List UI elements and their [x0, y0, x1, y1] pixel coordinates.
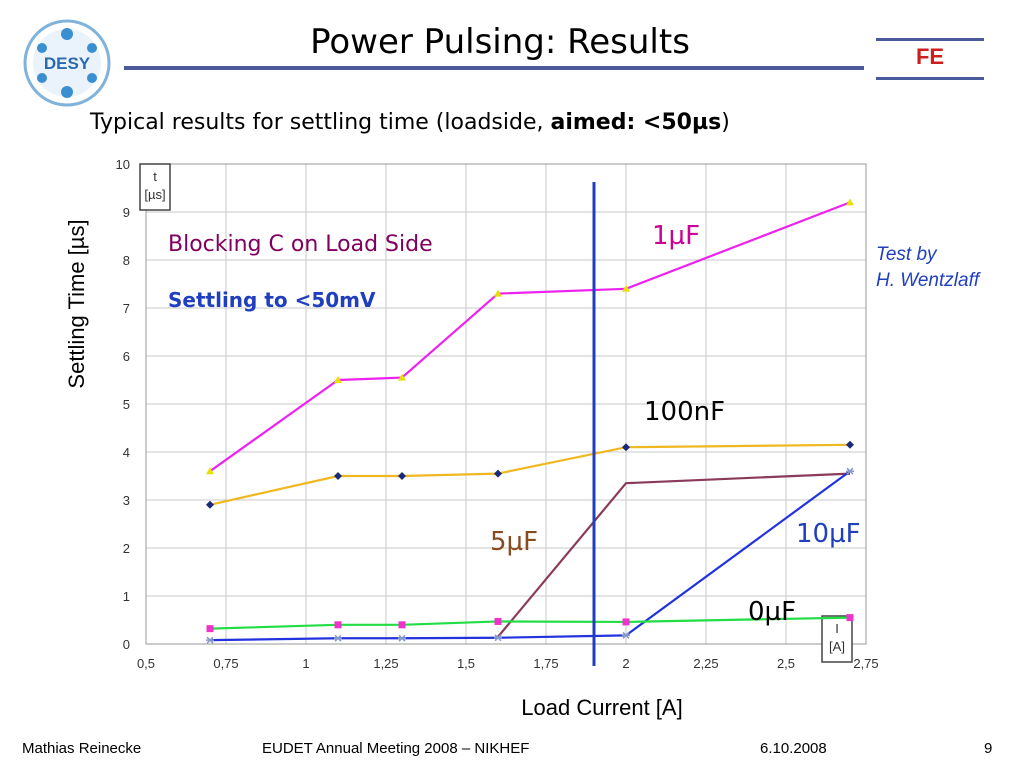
test-by-line1: Test by — [876, 244, 937, 265]
y-tick-label-2: 2 — [123, 541, 130, 556]
y-axis-title: Settling Time [µs] — [64, 219, 89, 388]
blocking-note: Blocking C on Load Side — [168, 232, 433, 257]
footer-page-number: 9 — [984, 740, 993, 757]
data-point-0-3 — [494, 289, 502, 297]
subtitle-prefix: Typical results for settling time (loads… — [90, 110, 551, 135]
series-line-0 — [209, 201, 851, 473]
series-line-3 — [209, 470, 851, 642]
x-tick-label-6: 2 — [622, 656, 629, 671]
data-point-3-2 — [398, 634, 406, 642]
y-tick-label-1: 1 — [123, 589, 130, 604]
subtitle-aim: aimed: <50µs — [550, 110, 722, 135]
y-tick-label-4: 4 — [123, 445, 130, 460]
data-point-4-1 — [334, 621, 342, 629]
header-rules — [124, 38, 984, 80]
y-tick-label-3: 3 — [123, 493, 130, 508]
x-tick-label-3: 1,25 — [373, 656, 398, 671]
y-unit-box: t [µs] — [139, 163, 171, 211]
data-point-1-2 — [398, 472, 406, 480]
x-tick-label-1: 0,75 — [213, 656, 238, 671]
series-label-1: 100nF — [644, 397, 725, 427]
x-unit-box-frame — [821, 615, 853, 663]
data-point-4-5 — [846, 614, 854, 622]
series-line-1 — [209, 443, 851, 506]
y-unit-box-frame — [139, 163, 171, 211]
data-point-4-2 — [398, 621, 406, 629]
y-unit-box-line-1: [µs] — [144, 187, 165, 202]
data-point-4-4 — [622, 618, 630, 626]
data-point-0-0 — [206, 467, 214, 475]
data-point-0-4 — [622, 284, 630, 292]
series-label-3: 10µF — [796, 519, 861, 549]
series-label-2: 5µF — [490, 527, 538, 557]
logo-text: DESY — [44, 54, 91, 73]
x-tick-label-8: 2,5 — [777, 656, 795, 671]
x-unit-box-line-1: [A] — [829, 639, 845, 654]
data-point-3-4 — [622, 631, 630, 639]
fe-badge: FE — [915, 44, 945, 69]
series-line-2 — [497, 472, 851, 638]
y-unit-box-line-0: t — [153, 169, 157, 184]
slide-subtitle: Typical results for settling time (loads… — [90, 110, 730, 135]
x-tick-label-2: 1 — [302, 656, 309, 671]
x-tick-label-4: 1,5 — [457, 656, 475, 671]
y-tick-label-7: 7 — [123, 301, 130, 316]
test-by-note: Test by H. Wentzlaff — [876, 242, 979, 294]
data-point-3-3 — [494, 634, 502, 642]
y-tick-label-8: 8 — [123, 253, 130, 268]
data-point-1-3 — [494, 469, 502, 478]
data-point-4-0 — [206, 625, 214, 633]
data-point-3-1 — [334, 634, 342, 642]
data-point-0-1 — [334, 376, 342, 383]
x-tick-label-9: 2,75 — [853, 656, 878, 671]
data-point-1-1 — [334, 472, 342, 480]
y-tick-label-6: 6 — [123, 349, 130, 364]
data-point-0-2 — [398, 373, 406, 381]
y-tick-label-0: 0 — [123, 637, 130, 652]
data-point-0-5 — [846, 198, 854, 206]
footer-author: Mathias Reinecke — [22, 740, 142, 757]
series-label-4: 0µF — [748, 597, 796, 627]
plot-frame — [145, 163, 867, 645]
settling-note: Settling to <50mV — [168, 288, 376, 312]
test-by-line2: H. Wentzlaff — [876, 270, 980, 291]
badge-rule-top — [876, 38, 984, 41]
y-tick-label-10: 10 — [116, 157, 130, 172]
x-unit-box-line-0: I — [835, 621, 839, 636]
slide-title: Power Pulsing: Results — [310, 22, 690, 62]
data-point-4-3 — [494, 617, 502, 625]
data-point-1-5 — [846, 440, 854, 449]
series-label-0: 1µF — [652, 221, 700, 251]
subtitle-suffix: ) — [721, 110, 730, 135]
header-rule — [124, 66, 864, 70]
data-point-1-4 — [622, 443, 630, 452]
data-point-1-0 — [206, 500, 214, 509]
badge-rule-bottom — [876, 77, 984, 80]
desy-logo: DESY — [23, 19, 111, 107]
footer-date: 6.10.2008 — [760, 740, 827, 757]
x-tick-label-0: 0,5 — [137, 656, 155, 671]
data-point-3-0 — [206, 636, 214, 644]
y-tick-label-9: 9 — [123, 205, 130, 220]
x-unit-box: I [A] — [821, 615, 853, 663]
data-point-3-5 — [846, 467, 854, 475]
footer-event: EUDET Annual Meeting 2008 – NIKHEF — [262, 740, 530, 757]
x-tick-label-7: 2,25 — [693, 656, 718, 671]
x-axis-title: Load Current [A] — [521, 695, 682, 720]
y-tick-label-5: 5 — [123, 397, 130, 412]
series-line-4 — [209, 616, 851, 630]
x-tick-label-5: 1,75 — [533, 656, 558, 671]
